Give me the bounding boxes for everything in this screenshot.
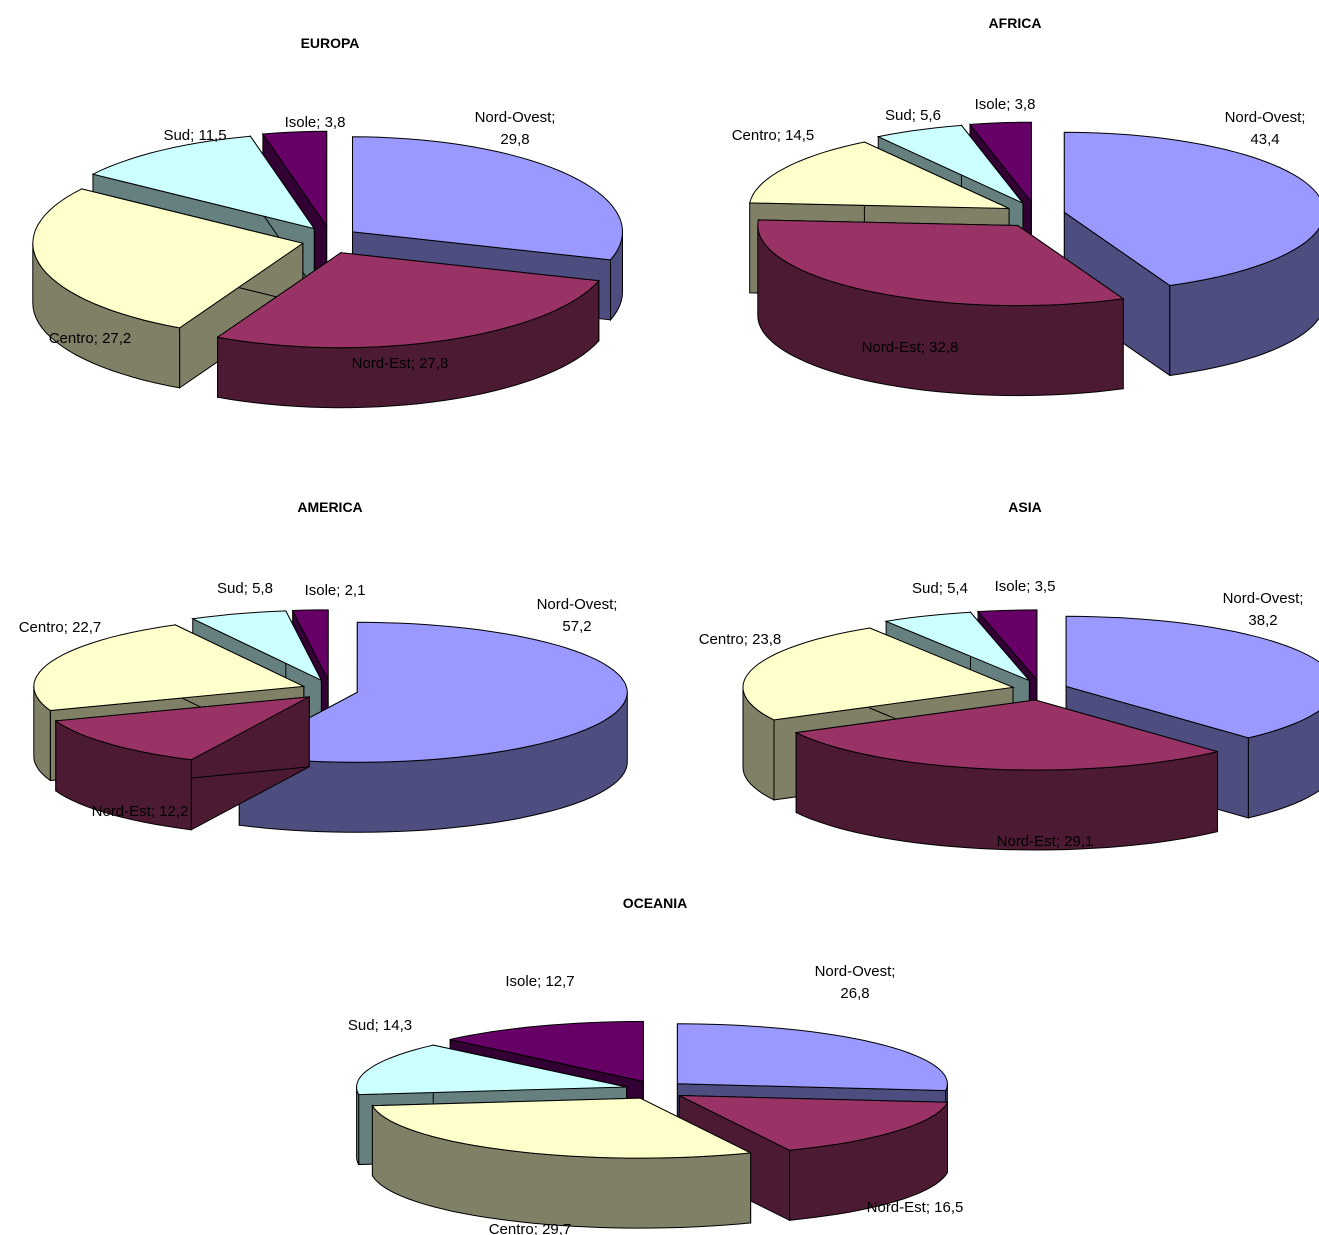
slice-top [371, 1097, 753, 1159]
slice-top [884, 611, 1030, 682]
slice-top [91, 135, 316, 230]
data-label-isole: Isole; 12,7 [505, 973, 574, 990]
slice-nord-est [54, 695, 310, 831]
data-label-centro: Centro; 23,8 [699, 631, 782, 648]
slice-side [356, 1086, 360, 1165]
slice-top [33, 624, 306, 712]
data-label-centro: Centro; 14,5 [732, 127, 815, 144]
slice-top [976, 609, 1038, 682]
slice-top [291, 609, 329, 681]
slice-nord-est [757, 219, 1125, 397]
data-label-nord-ovest: Nord-Ovest; 57,2 [537, 596, 618, 635]
slice-top [191, 610, 323, 682]
slice-top [356, 1044, 627, 1096]
data-label-centro: Centro; 22,7 [19, 619, 102, 636]
data-label-sud: Sud; 5,4 [912, 580, 968, 597]
slice-top [757, 219, 1125, 307]
data-label-isole: Isole; 3,8 [975, 96, 1036, 113]
slice-top [794, 699, 1218, 771]
data-label-isole: Isole; 2,1 [305, 582, 366, 599]
slice-top [742, 627, 1015, 721]
data-label-nord-est: Nord-Est; 27,8 [352, 355, 449, 372]
data-label-centro: Centro; 29,7 [489, 1221, 572, 1235]
slice-top [449, 1020, 644, 1083]
data-label-isole: Isole; 3,5 [995, 578, 1056, 595]
data-label-sud: Sud; 11,5 [163, 127, 226, 144]
slice-top [876, 124, 1024, 204]
data-label-isole: Isole; 3,8 [285, 114, 346, 131]
data-label-nord-est: Nord-Est; 16,5 [867, 1199, 964, 1216]
pie-chart-america: AMERICA Nord-Ovest; 57,2 Nord-Est; 12,2 Cent… [19, 499, 628, 833]
slice-top [261, 130, 328, 228]
data-label-sud: Sud; 5,8 [217, 580, 273, 597]
data-label-centro: Centro; 27,2 [49, 330, 132, 347]
slice-top [54, 696, 310, 761]
data-label-nord-est: Nord-Est; 32,8 [862, 339, 959, 356]
data-label-nord-ovest: Nord-Ovest; 29,8 [475, 109, 556, 148]
chart-title: AMERICA [297, 499, 362, 515]
chart-title: ASIA [1008, 499, 1041, 515]
data-label-nord-est: Nord-Est; 12,2 [92, 803, 189, 820]
data-label-nord-ovest: Nord-Ovest; 43,4 [1225, 109, 1306, 148]
data-label-nord-ovest: Nord-Ovest; 38,2 [1223, 590, 1304, 629]
slice-top [676, 1023, 948, 1092]
data-label-nord-est: Nord-Est; 29,1 [997, 833, 1094, 850]
pie-chart-europa: EUROPA Nord-Ovest; 29,8 Nord-Est; 27,8 Centr… [32, 35, 624, 409]
pie-chart-oceania: OCEANIA Nord-Ovest; 26,8 Nord-Est; 16,5 Cent… [348, 895, 963, 1235]
slice-top [1065, 615, 1319, 739]
chart-title: EUROPA [301, 35, 360, 51]
slice-top [216, 252, 600, 349]
pie-chart-asia: ASIA Nord-Ovest; 38,2 Nord-Est; 29,1 Centro;… [699, 499, 1319, 851]
slice-top [969, 121, 1032, 204]
pie-chart-africa: AFRICA Nord-Ovest; 43,4 Nord-Est; 32,8 Centr… [732, 15, 1319, 397]
chart-title: OCEANIA [623, 895, 688, 911]
data-label-sud: Sud; 14,3 [348, 1017, 412, 1034]
slice-centro [371, 1097, 753, 1229]
chart-title: AFRICA [989, 15, 1042, 31]
data-label-sud: Sud; 5,6 [885, 107, 941, 124]
slice-top [749, 141, 1010, 210]
slice-nord-est [216, 251, 600, 409]
data-label-nord-ovest: Nord-Ovest; 26,8 [815, 963, 896, 1002]
slice-top [32, 188, 305, 329]
slice-centro [32, 188, 305, 389]
slice-top [237, 621, 628, 763]
slice-side [1247, 710, 1319, 819]
slice-nord-est [794, 699, 1219, 851]
slice-top [351, 136, 624, 261]
slice-top [678, 1095, 949, 1151]
